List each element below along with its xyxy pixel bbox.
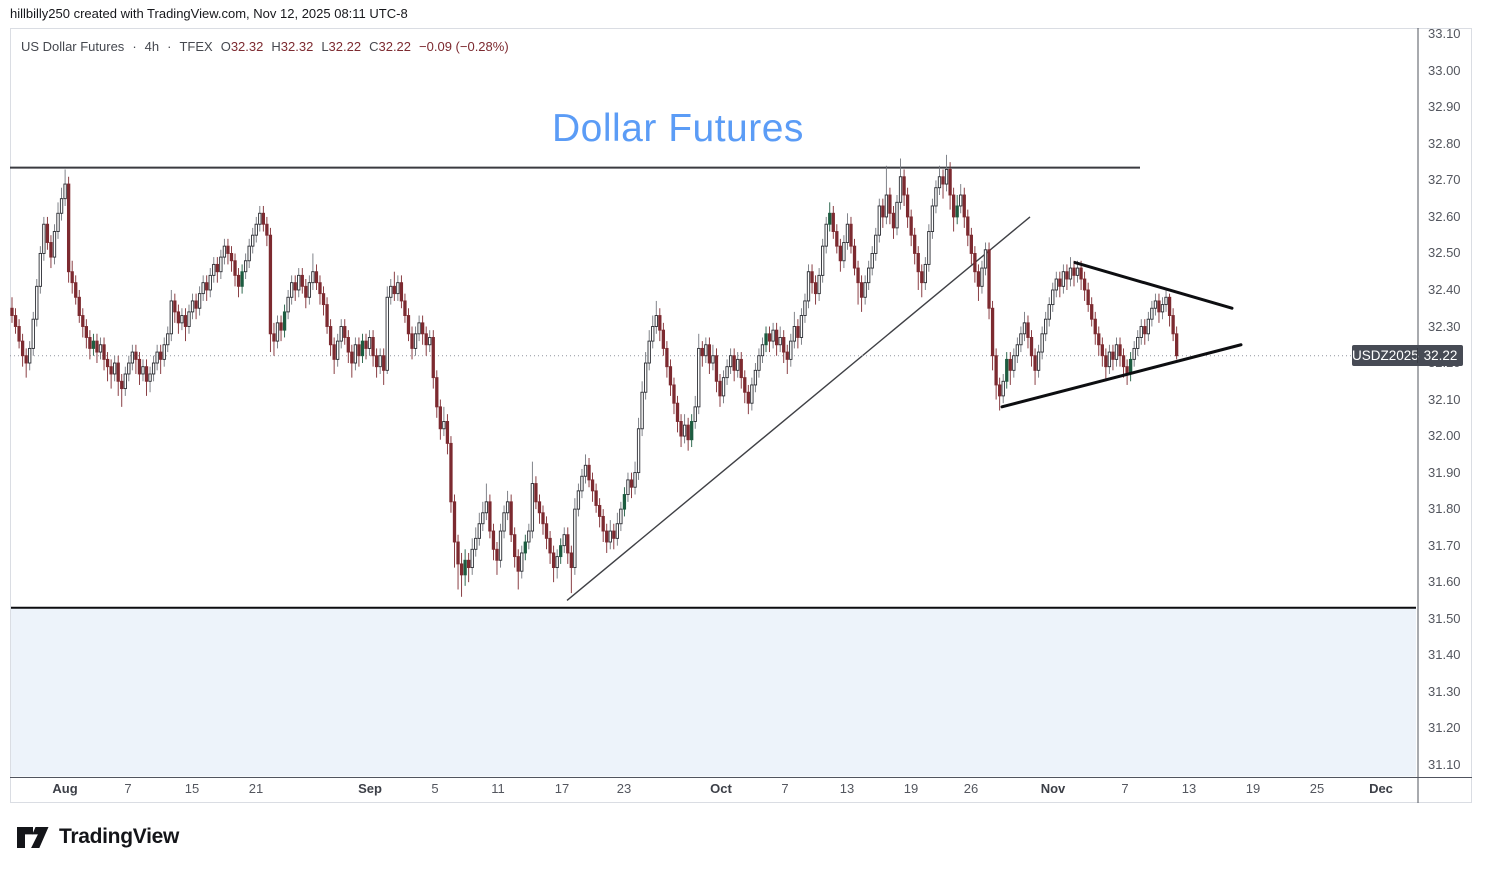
time-tick-label: Dec (1369, 781, 1393, 796)
time-tick-label: 7 (124, 781, 132, 796)
current-price-symbol: USDZ2025 (1352, 348, 1419, 364)
time-tick-label: 19 (1245, 781, 1261, 796)
time-tick-label: 7 (1121, 781, 1129, 796)
price-tick-label: 32.80 (1428, 135, 1461, 151)
footer-brand: TradingView (16, 825, 179, 849)
price-tick-label: 33.00 (1428, 62, 1461, 78)
time-tick-label: 26 (963, 781, 979, 796)
time-tick-label: Aug (52, 781, 78, 796)
current-price-value: 32.22 (1417, 348, 1463, 364)
price-tick-label: 32.40 (1428, 281, 1461, 297)
pennant-upper-trendline[interactable] (1073, 261, 1234, 310)
legend-high: H32.32 (271, 39, 314, 54)
time-tick-label: 21 (248, 781, 264, 796)
support-zone[interactable] (11, 607, 1416, 777)
price-tick-label: 32.60 (1428, 208, 1461, 224)
legend-close: C32.22 (369, 39, 412, 54)
legend-exchange: TFEX (179, 39, 213, 54)
chart-widget (10, 28, 1472, 803)
time-tick-label: 23 (616, 781, 632, 796)
candles (10, 154, 1179, 597)
current-price-label: USDZ2025 32.22 (1352, 345, 1463, 367)
price-tick-label: 31.80 (1428, 501, 1461, 517)
time-tick-label: 17 (554, 781, 570, 796)
chart-title[interactable]: Dollar Futures (552, 107, 804, 150)
brand-name[interactable]: TradingView (59, 825, 180, 848)
time-tick-label: 13 (839, 781, 855, 796)
price-tick-label: 33.10 (1428, 26, 1461, 42)
time-tick-label: Oct (710, 781, 732, 796)
time-tick-label: Sep (358, 781, 382, 796)
time-tick-label: 7 (781, 781, 789, 796)
uptrend-line[interactable] (566, 216, 1031, 601)
legend-interval[interactable]: 4h (144, 39, 160, 54)
attribution-text: hillbilly250 created with TradingView.co… (10, 6, 408, 21)
time-tick-label: Nov (1040, 781, 1066, 796)
price-tick-label: 32.70 (1428, 172, 1461, 188)
price-tick-label: 31.60 (1428, 574, 1461, 590)
pennant-lower-trendline[interactable] (1000, 343, 1243, 409)
price-tick-label: 32.00 (1428, 428, 1461, 444)
price-tick-label: 31.50 (1428, 610, 1461, 626)
time-tick-label: 15 (184, 781, 200, 796)
price-tick-label: 31.70 (1428, 537, 1461, 553)
time-tick-label: 19 (903, 781, 919, 796)
symbol-legend[interactable]: US Dollar Futures · 4h · TFEX O32.32 H32… (21, 39, 509, 54)
price-tick-label: 31.30 (1428, 683, 1461, 699)
time-tick-label: 13 (1181, 781, 1197, 796)
price-tick-label: 32.30 (1428, 318, 1461, 334)
legend-change: −0.09 (−0.28%) (419, 39, 509, 54)
price-tick-label: 32.90 (1428, 99, 1461, 115)
price-tick-label: 31.90 (1428, 464, 1461, 480)
legend-separator: · (132, 39, 137, 54)
time-tick-label: 25 (1309, 781, 1325, 796)
time-tick-label: 5 (431, 781, 439, 796)
legend-low: L32.22 (321, 39, 362, 54)
legend-open: O32.32 (220, 39, 264, 54)
price-tick-label: 32.50 (1428, 245, 1461, 261)
price-tick-label: 32.10 (1428, 391, 1461, 407)
time-scale[interactable]: Aug 7 15 21 Sep 5 11 17 23 Oct 7 13 19 26 Nov 7 13 19 25 De… (10, 778, 1472, 803)
price-tick-label: 31.20 (1428, 720, 1461, 736)
price-scale[interactable]: 33.10 33.00 32.90 32.80 32.70 32.60 32.50 32.40… (1418, 26, 1473, 777)
price-tick-label: 31.10 (1428, 756, 1461, 772)
price-tick-label: 31.40 (1428, 647, 1461, 663)
tradingview-logo-icon[interactable] (16, 826, 50, 849)
time-tick-label: 11 (491, 781, 505, 796)
legend-symbol[interactable]: US Dollar Futures (21, 39, 125, 54)
legend-separator: · (167, 39, 172, 54)
